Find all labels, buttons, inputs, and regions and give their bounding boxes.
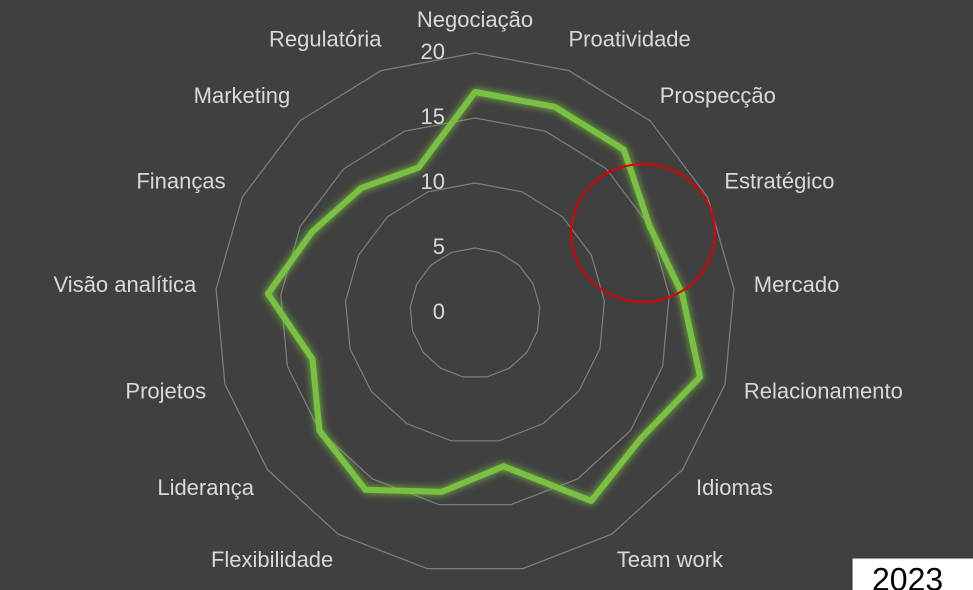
category-label: Liderança — [157, 475, 254, 500]
category-label: Flexibilidade — [211, 547, 333, 572]
category-label: P&D — [388, 586, 433, 590]
category-label: Proatividade — [568, 27, 690, 52]
category-label: Estratégico — [724, 169, 834, 194]
category-label: Idiomas — [696, 475, 773, 500]
tick-label: 5 — [433, 234, 445, 259]
grid-ring — [280, 117, 670, 506]
highlight-ellipse — [570, 163, 716, 303]
grid-ring — [344, 182, 606, 442]
category-label: Regulatória — [269, 27, 382, 52]
category-label: Empreendedor — [517, 586, 663, 590]
tick-label: 20 — [421, 39, 445, 64]
tick-label: 15 — [421, 104, 445, 129]
series-line — [264, 89, 704, 504]
grid-ring — [409, 247, 541, 378]
plot — [264, 89, 704, 504]
category-label: Mercado — [754, 272, 840, 297]
tick-label: 0 — [433, 299, 445, 324]
category-label: Visão analítica — [54, 272, 197, 297]
category-label: Prospecção — [660, 83, 776, 108]
category-label: Marketing — [194, 83, 291, 108]
category-label: Projetos — [125, 379, 206, 404]
category-label: Negociação — [417, 7, 533, 32]
tick-label: 10 — [421, 169, 445, 194]
annotation: 2023 — [872, 561, 943, 590]
category-label: Relacionamento — [744, 379, 903, 404]
annotation-box — [851, 557, 973, 590]
grid-ring — [215, 52, 735, 570]
grid: 0 5 10 15 20 Negociação Proatividade Prospecção… — [54, 7, 903, 590]
category-label: Finanças — [136, 169, 225, 194]
category-label: Team work — [617, 547, 724, 572]
